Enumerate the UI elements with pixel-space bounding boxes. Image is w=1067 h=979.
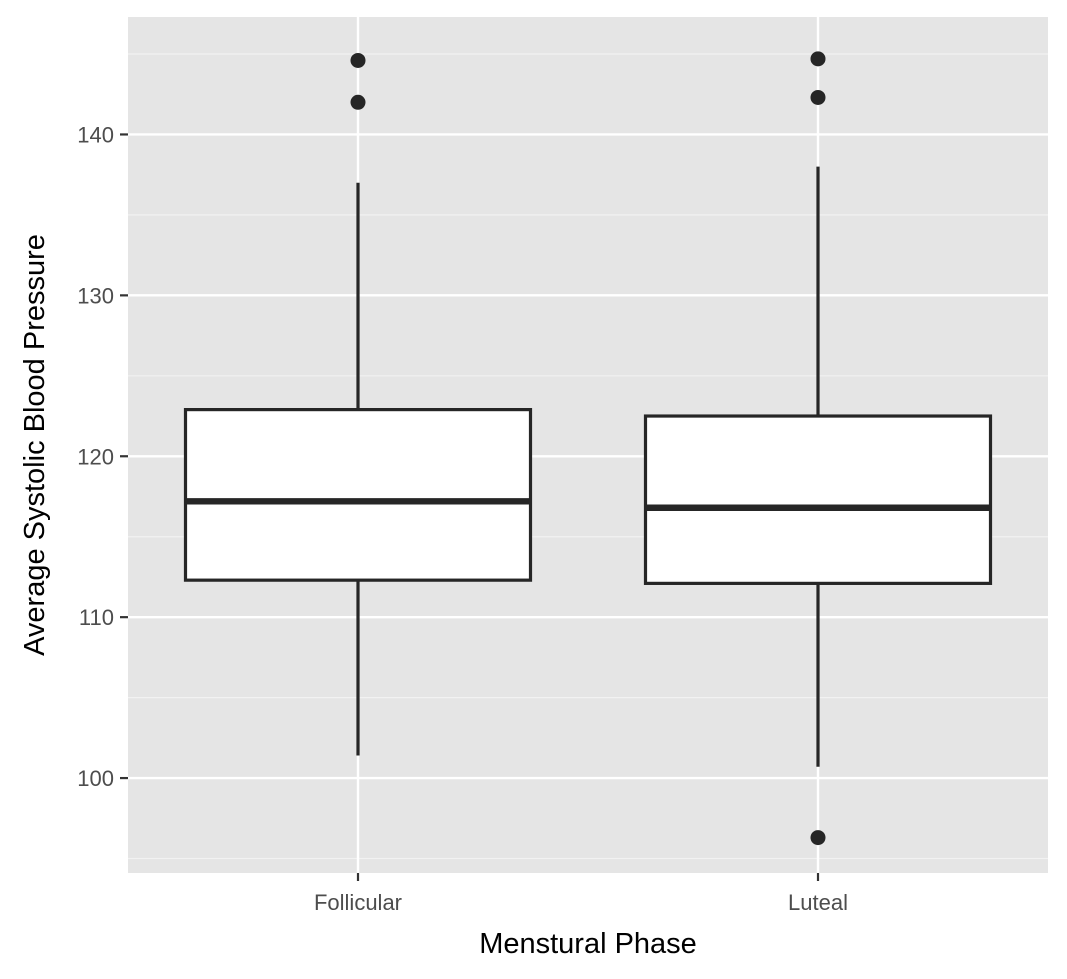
outlier-point (810, 89, 826, 105)
box-iqr (183, 408, 533, 582)
y-tick-label: 120 (77, 444, 114, 469)
box-series (183, 51, 993, 846)
y-axis-title: Average Systolic Blood Pressure (19, 234, 51, 656)
x-axis-title: Menstural Phase (479, 928, 697, 960)
x-tick-label: Follicular (314, 890, 402, 915)
outlier-point (810, 830, 826, 846)
outlier-point (350, 52, 366, 68)
box-iqr (643, 414, 993, 585)
y-tick-label: 100 (77, 766, 114, 791)
outlier-point (350, 94, 366, 110)
x-tick-label: Luteal (788, 890, 848, 915)
box-follicular (183, 52, 533, 756)
outlier-point (810, 51, 826, 67)
y-tick-label: 110 (79, 605, 114, 630)
x-axis: Follicular Luteal (314, 873, 848, 915)
box-luteal (643, 51, 993, 846)
y-tick-label: 140 (77, 122, 114, 147)
y-tick-label: 130 (77, 283, 114, 308)
y-axis: 100 110 120 130 140 (77, 122, 128, 791)
